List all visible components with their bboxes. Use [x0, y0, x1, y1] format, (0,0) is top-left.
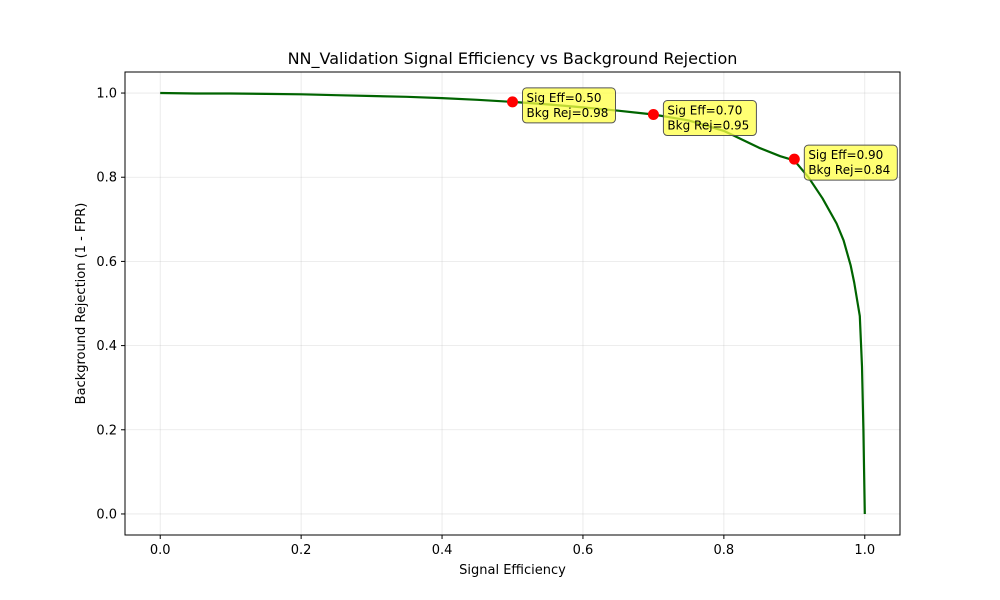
y-tick-label: 0.0: [96, 507, 117, 522]
x-tick-label: 0.8: [714, 543, 735, 558]
x-tick-label: 0.6: [573, 543, 594, 558]
y-tick-label: 0.8: [96, 171, 117, 186]
x-axis-label: Signal Efficiency: [459, 563, 566, 578]
marker-layer: [507, 96, 800, 165]
operating-point-marker: [788, 153, 800, 165]
annotation-box: [522, 87, 616, 124]
y-tick-label: 0.4: [96, 339, 117, 354]
annotation-box: [803, 144, 898, 181]
annotation-sig-eff: Sig Eff=0.70: [667, 104, 742, 118]
y-tick-label: 0.2: [96, 423, 117, 438]
axis-ticks: 0.0 0.2 0.4 0.6 0.8 1.0 0.0 0.2 0.4 0.6 0.8 1.0: [96, 87, 875, 558]
plot-frame: [124, 71, 901, 536]
y-tick-label: 0.6: [96, 255, 117, 270]
chart-title: NN_Validation Signal Efficiency vs Backg…: [288, 49, 738, 69]
annotation-box: [662, 100, 757, 137]
y-axis-label: Background Rejection (1 - FPR): [74, 203, 89, 405]
annotation-bkg-rej: Bkg Rej=0.84: [808, 163, 890, 177]
x-tick-label: 0.2: [291, 543, 312, 558]
x-tick-label: 1.0: [854, 543, 875, 558]
operating-point-marker: [647, 109, 659, 121]
y-tick-label: 1.0: [96, 87, 117, 102]
x-tick-label: 0.4: [432, 543, 453, 558]
annotation-bkg-rej: Bkg Rej=0.95: [667, 119, 749, 133]
annotation-sig-eff: Sig Eff=0.50: [527, 91, 602, 105]
x-tick-label: 0.0: [150, 543, 171, 558]
annotation-bkg-rej: Bkg Rej=0.98: [527, 106, 609, 120]
annotation-sig-eff: Sig Eff=0.90: [808, 148, 883, 162]
operating-point-marker: [507, 96, 518, 108]
